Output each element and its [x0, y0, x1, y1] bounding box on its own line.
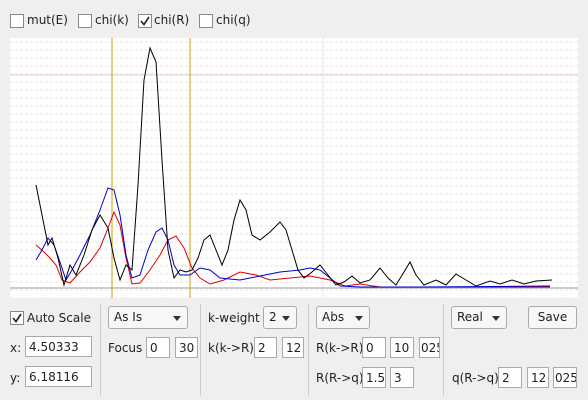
label: q(R->q)	[452, 371, 499, 385]
text-input[interactable]: 2	[498, 367, 522, 388]
text-input[interactable]: 025	[553, 367, 577, 388]
text-input[interactable]: 4.50333	[25, 336, 92, 357]
label: Auto Scale	[27, 311, 91, 325]
checkbox-label: chi(q)	[216, 13, 251, 27]
save-button[interactable]: Save	[528, 306, 577, 329]
label: y:	[10, 371, 21, 385]
separator	[443, 304, 444, 396]
checkbox-label: chi(R)	[154, 13, 190, 27]
dropdown[interactable]: As Is	[108, 306, 188, 329]
text-input[interactable]: 30	[175, 337, 198, 358]
checkbox[interactable]	[10, 14, 24, 28]
checkbox[interactable]	[10, 311, 24, 325]
text-input[interactable]: 0	[146, 337, 170, 358]
text-input[interactable]: 2	[254, 337, 277, 358]
dropdown[interactable]: 2	[263, 306, 297, 329]
text-input[interactable]: 12	[282, 337, 304, 358]
text-input[interactable]: 12	[527, 367, 549, 388]
dropdown[interactable]: Abs	[316, 306, 370, 329]
separator	[100, 304, 101, 396]
text-input[interactable]: 025	[419, 337, 440, 358]
checkbox[interactable]	[138, 14, 152, 28]
text-input[interactable]: 3	[390, 367, 414, 388]
label: k(k->R)	[208, 341, 254, 355]
text-input[interactable]: 1.5	[362, 367, 386, 388]
label: R(R->q)	[316, 371, 364, 385]
label: R(k->R)	[316, 341, 364, 355]
checkbox[interactable]	[78, 14, 92, 28]
label: Focus	[108, 341, 143, 355]
checkbox-label: mut(E)	[27, 13, 68, 27]
separator	[200, 304, 201, 396]
label: x:	[10, 341, 22, 355]
text-input[interactable]: 0	[362, 337, 386, 358]
checkbox[interactable]	[199, 14, 213, 28]
separator	[308, 304, 309, 396]
check-mark	[140, 16, 150, 26]
text-input[interactable]: 10	[390, 337, 414, 358]
text-input[interactable]: 6.18116	[25, 366, 92, 387]
plot	[10, 38, 578, 298]
dropdown[interactable]: Real	[451, 306, 507, 329]
check-mark	[12, 313, 22, 323]
checkbox-label: chi(k)	[95, 13, 129, 27]
label: k-weight	[208, 311, 260, 325]
